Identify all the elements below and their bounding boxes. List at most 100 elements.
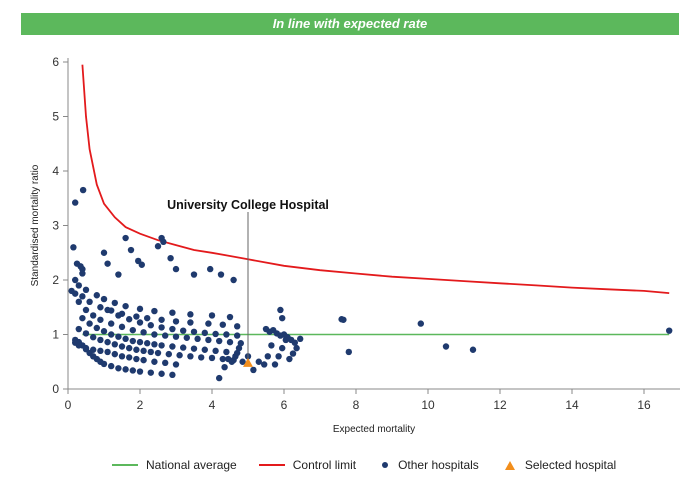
other-hospital-point xyxy=(217,271,225,278)
other-hospital-point xyxy=(108,320,115,327)
other-hospital-point xyxy=(162,359,169,367)
other-hospital-point xyxy=(75,282,83,289)
other-hospital-point xyxy=(340,316,347,323)
other-hospital-point xyxy=(136,319,144,326)
other-hospital-point xyxy=(172,265,180,273)
other-hospital-point xyxy=(234,323,241,330)
other-hospital-point xyxy=(442,343,450,350)
other-hospital-point xyxy=(291,339,298,346)
other-hospital-point xyxy=(208,312,216,319)
other-hospital-point xyxy=(293,344,300,352)
x-tick-label: 4 xyxy=(209,398,216,412)
other-hospital-point xyxy=(255,358,262,365)
other-hospital-point xyxy=(194,335,201,343)
other-hospital-point xyxy=(154,349,162,357)
other-hospital-point xyxy=(221,364,228,371)
y-tick-label: 4 xyxy=(52,164,59,178)
other-hospital-point xyxy=(147,369,154,376)
other-hospital-point xyxy=(158,324,165,331)
other-hospital-point xyxy=(111,299,119,307)
other-hospital-point xyxy=(90,312,97,319)
other-hospital-point xyxy=(93,324,101,332)
other-hospital-point xyxy=(82,286,90,294)
other-hospital-point xyxy=(176,352,183,359)
legend-item-selected: Selected hospital xyxy=(501,458,616,472)
other-hospital-point xyxy=(158,316,165,323)
other-hospital-point xyxy=(104,338,111,346)
other-hospital-point xyxy=(154,243,162,250)
other-hospital-point xyxy=(97,304,104,311)
other-hospital-point xyxy=(180,327,187,334)
x-tick-label: 0 xyxy=(65,398,72,412)
legend: National average Control limit Other hos… xyxy=(112,458,638,472)
status-banner: In line with expected rate xyxy=(21,13,679,35)
other-hospital-point xyxy=(234,332,241,339)
x-tick-label: 16 xyxy=(637,398,651,412)
y-tick-label: 6 xyxy=(52,55,59,69)
other-hospital-point xyxy=(82,306,90,314)
other-hospital-point xyxy=(115,333,122,340)
other-hospital-point xyxy=(122,302,129,310)
x-tick-label: 2 xyxy=(137,398,144,412)
other-hospital-point xyxy=(279,314,286,322)
other-hospital-point xyxy=(147,322,154,329)
y-axis-label: Standardised mortality ratio xyxy=(30,164,41,286)
other-hospital-point xyxy=(151,331,158,338)
other-hospital-point xyxy=(126,354,133,361)
other-hospital-point xyxy=(100,360,108,368)
other-hospital-point xyxy=(100,328,108,335)
other-hospital-point xyxy=(183,334,190,341)
other-hospital-point xyxy=(219,355,226,363)
other-hospital-point xyxy=(147,348,154,356)
other-hospital-point xyxy=(136,368,144,375)
other-hospital-point xyxy=(136,338,144,346)
other-hospital-point xyxy=(118,353,126,360)
control-limit-line xyxy=(81,64,670,294)
other-hospital-point xyxy=(127,246,135,254)
other-hospital-point xyxy=(151,358,158,365)
other-hospital-point xyxy=(100,249,108,256)
other-hospital-point xyxy=(261,361,268,368)
other-hospital-point xyxy=(169,343,176,350)
other-hospital-point xyxy=(169,371,176,379)
other-hospital-point xyxy=(129,326,136,334)
other-hospital-point xyxy=(190,328,198,335)
x-tick-label: 12 xyxy=(493,398,507,412)
other-hospital-point xyxy=(666,327,673,334)
other-hospital-point xyxy=(205,320,212,327)
x-tick-label: 10 xyxy=(421,398,435,412)
other-hospital-point xyxy=(122,234,129,242)
other-hospital-point xyxy=(237,340,244,347)
other-hospital-point xyxy=(151,341,158,348)
other-hospital-point xyxy=(115,271,122,278)
other-hospital-point xyxy=(187,353,194,360)
other-hospital-point xyxy=(93,292,101,299)
other-hospital-point xyxy=(169,325,176,333)
legend-label-other: Other hospitals xyxy=(398,458,479,472)
other-hospital-point xyxy=(108,362,115,370)
other-hospital-point xyxy=(79,314,86,322)
legend-label-selected: Selected hospital xyxy=(524,458,617,472)
other-hospital-point xyxy=(417,320,424,327)
other-hospital-point xyxy=(140,347,147,355)
other-hospital-point xyxy=(115,365,122,372)
other-hospital-point xyxy=(187,319,194,326)
other-hospital-point xyxy=(169,309,176,316)
x-tick-label: 6 xyxy=(281,398,288,412)
annotation-label: University College Hospital xyxy=(167,198,329,212)
x-tick-label: 8 xyxy=(353,398,360,412)
other-hospital-point xyxy=(172,361,180,368)
other-hospital-point xyxy=(86,298,93,305)
other-hospital-point xyxy=(275,353,282,360)
other-hospital-point xyxy=(469,346,477,353)
other-hospital-point xyxy=(162,332,169,339)
legend-swatch-control xyxy=(258,464,285,466)
other-hospital-point xyxy=(277,306,284,314)
other-hospital-point xyxy=(158,342,165,349)
other-hospital-point xyxy=(230,276,237,284)
other-hospital-point xyxy=(151,307,158,315)
other-hospital-point xyxy=(108,307,115,314)
other-hospital-point xyxy=(72,199,79,206)
